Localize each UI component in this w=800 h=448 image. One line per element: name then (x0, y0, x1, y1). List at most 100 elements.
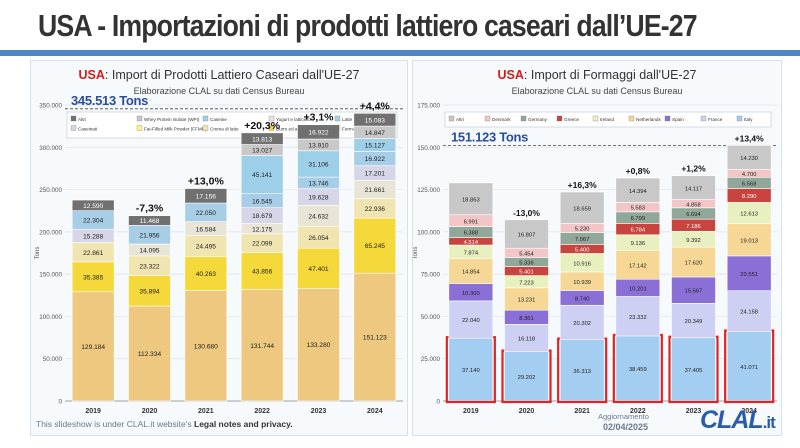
data-label: 19.013 (740, 238, 758, 244)
data-label: 6.799 (631, 216, 646, 222)
bar-segment (615, 296, 661, 337)
update-label: Aggiornamento (598, 412, 649, 421)
bar-segment (615, 177, 661, 203)
y-tick-label: 350.000 (39, 103, 62, 110)
bar-segment (128, 275, 171, 307)
data-label: 21.956 (139, 232, 160, 239)
x-tick-label: 2023 (686, 408, 702, 415)
chart-title-country: USA (78, 68, 105, 82)
bar-segment (504, 324, 549, 352)
y-axis-label: Tons (413, 247, 419, 260)
legend-label: Spain (672, 117, 684, 122)
data-label: 10.201 (629, 286, 647, 292)
update-date: 02/04/2025 (603, 422, 649, 432)
bar-segment (353, 272, 397, 402)
legend-swatch (268, 115, 275, 122)
data-label: 22.936 (365, 206, 386, 213)
growth-label: +20,3% (244, 120, 281, 132)
legend-label: Altri (78, 117, 86, 122)
bar-segment (71, 291, 115, 402)
legend-label: Denmark (492, 117, 511, 122)
y-tick-label: 250.000 (39, 187, 62, 194)
bar-segment (448, 337, 494, 402)
legend-swatch (448, 115, 455, 122)
chart-subtitle: Elaborazione CLAL su dati Census Bureau (511, 86, 683, 96)
y-tick-label: 100.000 (417, 229, 440, 236)
stacked-bar-chart-total: 0 50.000 100.000 150.000 200.000 250.000 300.0… (35, 93, 403, 415)
bar-segment (240, 289, 284, 402)
data-label: 14.394 (629, 189, 648, 195)
y-tick-label: 300.000 (39, 145, 62, 152)
data-label: 22.099 (252, 241, 273, 248)
data-label: 18.659 (573, 206, 591, 212)
footer-note: This slideshow is under CLAL.it website'… (36, 419, 293, 429)
data-label: 10.300 (462, 291, 480, 297)
chart-title: USA: Import di Formaggi dall'UE-27 (413, 68, 781, 82)
bar-segment (448, 182, 494, 216)
bar-segment (240, 132, 284, 145)
data-label: 6.568 (742, 181, 757, 187)
data-label: 5.454 (519, 251, 534, 257)
data-label: 35.385 (83, 274, 104, 281)
data-label: 45.141 (252, 172, 273, 179)
total-annotation: 151.123 Tons (451, 129, 528, 144)
data-label: 20.302 (573, 321, 591, 327)
data-label: 5.230 (575, 227, 590, 233)
y-axis-label: Tons (35, 247, 41, 260)
y-tick-label: 175.000 (417, 103, 440, 110)
x-tick-label: 2021 (198, 408, 214, 415)
bar-segment (353, 217, 397, 274)
y-tick-label: 50.000 (421, 314, 441, 321)
data-label: 26.054 (308, 235, 329, 242)
legend-label: Germany (528, 117, 548, 122)
legend-swatch (556, 115, 563, 122)
x-tick-label: 2020 (519, 408, 535, 415)
data-label: 7.067 (575, 237, 590, 243)
y-tick-label: 100.000 (39, 314, 62, 321)
legend-swatch (202, 125, 209, 131)
bar-segment (559, 304, 605, 340)
legend-swatch (628, 115, 635, 122)
chart-subtitle: Elaborazione CLAL su dati Census Bureau (133, 86, 305, 96)
bar-segment (504, 219, 549, 249)
legend-swatch (136, 115, 143, 122)
bar-segment (71, 261, 115, 293)
data-label: 12.590 (83, 203, 104, 210)
bar-segment (559, 191, 605, 224)
data-label: 7.874 (464, 250, 479, 256)
data-label: 8.740 (575, 296, 590, 302)
legend-swatch (70, 125, 77, 131)
data-label: 10.939 (573, 280, 591, 286)
legend-label: Burro ed altri grassi (276, 127, 316, 132)
x-tick-label: 2022 (630, 408, 646, 415)
y-tick-label: 150.000 (417, 145, 440, 152)
bar-segment (128, 305, 171, 402)
data-label: 4.514 (464, 240, 479, 246)
bar-segment (726, 255, 772, 291)
data-label: 38.459 (629, 367, 647, 373)
data-label: 15.288 (83, 234, 104, 241)
data-label: 16.584 (196, 226, 217, 233)
chart-title-country: USA (497, 68, 524, 82)
data-label: 23.322 (139, 263, 160, 270)
x-tick-label: 2024 (741, 408, 757, 415)
data-label: 16.922 (365, 156, 386, 163)
y-tick-label: 200.000 (39, 229, 62, 236)
data-label: 37.140 (462, 368, 480, 374)
clal-logo[interactable]: CLAL.it (700, 406, 776, 435)
legal-notes-link[interactable]: Legal notes and privacy. (194, 419, 293, 429)
legend-label: Greece (564, 117, 580, 122)
legend-swatch (136, 125, 143, 131)
legend-label: Caseinati (78, 127, 97, 132)
data-label: 20.349 (685, 319, 703, 325)
data-label: 7.186 (686, 224, 701, 230)
data-label: 43.856 (252, 269, 273, 276)
data-label: 130.680 (194, 343, 218, 350)
data-label: 24.495 (196, 244, 217, 251)
bar-segment (353, 113, 397, 127)
data-label: 5.400 (575, 248, 590, 254)
logo-suffix: .it (762, 413, 776, 432)
data-label: 133.280 (307, 342, 331, 349)
bar-segment (671, 246, 716, 278)
